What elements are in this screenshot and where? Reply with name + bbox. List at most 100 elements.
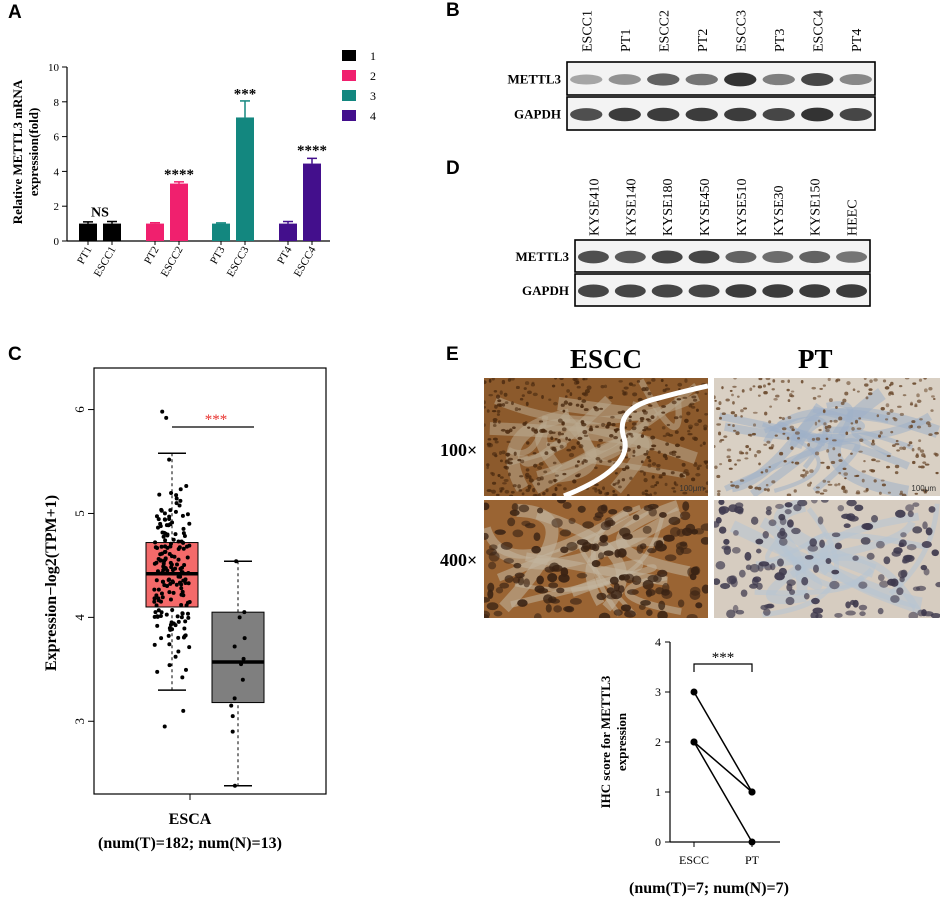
ihc-nucleus: [727, 423, 731, 426]
ihc-nucleus: [744, 457, 749, 460]
panel-c-boxplot: Expression−log2(TPM+1) ESCA (num(T)=182;…: [43, 367, 327, 852]
ihc-nucleus: [880, 479, 885, 482]
ihc-nucleus: [804, 554, 814, 560]
ihc-nucleus: [877, 607, 884, 615]
ihc-nucleus: [899, 446, 904, 450]
panel-c-point: [185, 611, 190, 616]
panel-c-point: [171, 537, 176, 542]
panel-a-legend-label: 4: [370, 109, 376, 123]
ihc-nucleus: [491, 481, 497, 485]
ihc-nucleus: [636, 380, 641, 383]
ihc-nucleus: [729, 389, 733, 392]
panel-c-point: [180, 570, 185, 575]
ihc-nucleus: [916, 393, 920, 398]
ihc-nucleus: [519, 397, 524, 401]
panel-c-significance: ***: [205, 412, 228, 428]
panel-c-point: [185, 555, 190, 560]
ihc-nucleus: [606, 491, 610, 496]
panel-c-box: [211, 611, 265, 704]
ihc-nucleus: [596, 443, 601, 448]
ihc-nucleus: [641, 387, 647, 392]
blot-band: [836, 284, 868, 298]
ihc-nucleus: [923, 388, 928, 393]
panel-c-point: [156, 517, 161, 522]
ihc-nucleus: [787, 379, 790, 383]
ihc-nucleus: [905, 504, 915, 512]
ihc-nucleus: [499, 489, 503, 493]
ihc-nucleus: [676, 398, 682, 401]
ihc-nucleus: [664, 482, 668, 487]
ihc-nucleus: [629, 476, 633, 480]
ihc-nucleus: [733, 378, 737, 380]
ihc-nucleus: [514, 572, 525, 579]
ihc-nucleus: [870, 442, 876, 446]
ihc-nucleus: [807, 544, 819, 552]
ihc-nucleus: [497, 473, 501, 478]
ihc-nucleus: [661, 589, 670, 596]
panel-label-a: A: [8, 2, 22, 23]
blot-lane-label: HEEC: [846, 199, 861, 236]
panel-c-point: [176, 546, 181, 551]
ihc-nucleus: [837, 482, 841, 486]
ihc-nucleus: [685, 471, 690, 476]
ihc-nucleus: [622, 506, 633, 513]
panel-c-point: [234, 559, 239, 564]
ihc-nucleus: [553, 605, 563, 613]
ihc-nucleus: [584, 459, 588, 463]
ihc-nucleus: [631, 575, 642, 586]
ihc-nucleus: [844, 391, 849, 396]
panel-c-point: [174, 582, 179, 587]
ihc-nucleus: [624, 610, 636, 618]
ihc-nucleus: [700, 523, 708, 531]
ihc-nucleus: [504, 401, 509, 405]
ihc-nucleus: [899, 412, 904, 417]
blot-lane-label: KYSE410: [587, 178, 602, 236]
panel-c-point: [152, 587, 157, 592]
panel-a-xtick-label: PT3: [208, 244, 228, 266]
ihc-nucleus: [523, 578, 530, 588]
ihc-nucleus: [604, 517, 614, 527]
panel-a-bar: [146, 223, 164, 241]
ihc-nucleus: [843, 523, 851, 529]
panel-a-legend-swatch: [342, 50, 356, 61]
panel-e-pair-line: [693, 741, 753, 793]
ihc-nucleus: [630, 435, 634, 438]
ihc-nucleus: [758, 378, 763, 381]
ihc-nucleus: [898, 384, 903, 388]
ihc-nucleus: [596, 592, 607, 601]
panel-c-ytick-label: 3: [72, 718, 87, 725]
panel-c-point: [170, 568, 175, 573]
panel-e-point: [690, 738, 698, 746]
ihc-nucleus: [858, 581, 868, 589]
ihc-nucleus: [825, 437, 829, 440]
blot-lane-label: ESCC2: [657, 10, 672, 52]
ihc-nucleus: [583, 392, 589, 397]
ihc-nucleus: [617, 585, 625, 593]
ihc-nucleus: [718, 401, 722, 406]
panel-c-point: [167, 663, 172, 668]
ihc-nucleus: [674, 483, 679, 487]
ihc-nucleus: [835, 379, 839, 383]
panel-c-point: [155, 569, 160, 574]
ihc-nucleus: [726, 455, 731, 459]
ihc-nucleus: [815, 490, 820, 494]
panel-c-point: [156, 598, 161, 603]
panel-c-point: [152, 599, 157, 604]
ihc-nucleus: [752, 411, 758, 414]
ihc-nucleus: [591, 560, 601, 568]
panel-a-legend-swatch: [342, 90, 356, 101]
ihc-nucleus: [705, 481, 708, 486]
panel-a-bar: [236, 117, 254, 241]
ihc-nucleus: [854, 504, 864, 512]
panel-c-ytick-label: 5: [72, 510, 87, 516]
ihc-nucleus: [668, 516, 681, 526]
ihc-title-pt: PT: [798, 344, 833, 374]
blot-band: [688, 284, 720, 298]
ihc-nucleus: [854, 419, 859, 424]
panel-c-point: [232, 783, 237, 788]
ihc-nucleus: [679, 415, 683, 419]
ihc-nucleus: [623, 391, 628, 396]
ihc-nucleus: [497, 420, 501, 424]
ihc-nucleus: [689, 402, 695, 406]
ihc-nucleus: [554, 378, 557, 380]
